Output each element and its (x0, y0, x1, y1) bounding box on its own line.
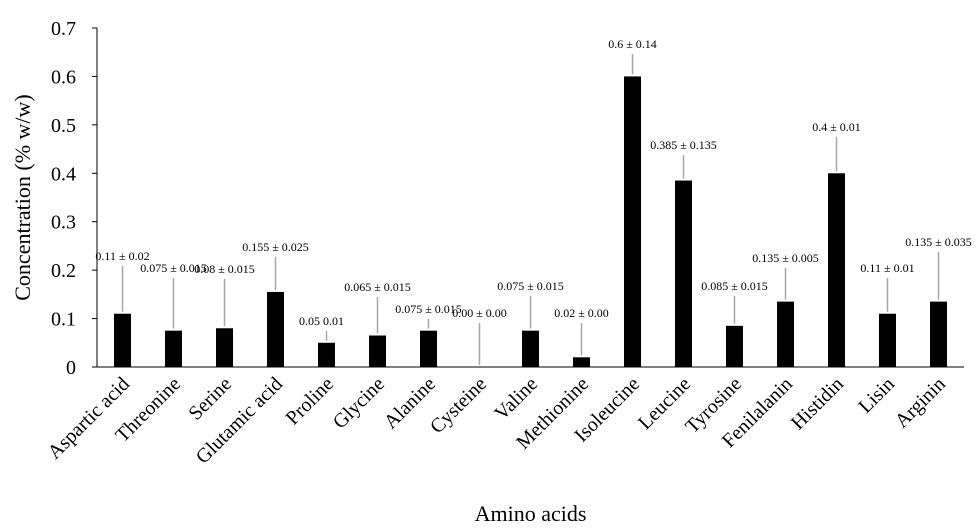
data-label: 0.075 ± 0.015 (140, 261, 207, 275)
data-label: 0.08 ± 0.015 (194, 262, 255, 276)
data-label: 0.135 ± 0.005 (752, 251, 819, 265)
data-label: 0.075 ± 0.015 (497, 279, 564, 293)
bar (420, 330, 437, 367)
category-label: Lisin (854, 373, 899, 418)
bar (879, 313, 896, 367)
data-label-leaders (121, 54, 940, 365)
data-label: 0.155 ± 0.025 (242, 240, 309, 254)
y-tick-label: 0.7 (51, 18, 76, 40)
category-label: Proline (282, 373, 338, 429)
bar (318, 342, 335, 367)
data-label: 0.05 0.01 (299, 314, 344, 328)
data-label: 0.135 ± 0.035 (905, 235, 972, 249)
data-label: 0.4 ± 0.01 (812, 120, 861, 134)
bar (930, 301, 947, 367)
bar (624, 76, 641, 367)
y-tick-label: 0.1 (51, 309, 76, 331)
data-label: 0.11 ± 0.01 (860, 261, 914, 275)
y-tick-label: 0.3 (51, 212, 76, 234)
data-label: 0.085 ± 0.015 (701, 279, 768, 293)
data-label: 0.02 ± 0.00 (554, 306, 609, 320)
bar (165, 330, 182, 367)
y-axis-ticks: 0 0.1 0.2 0.3 0.4 0.5 0.6 0.7 (51, 18, 97, 379)
bars (114, 76, 947, 367)
bar (369, 335, 386, 367)
bar (114, 313, 131, 367)
data-label: 0.6 ± 0.14 (608, 37, 657, 51)
y-tick-label: 0 (66, 357, 76, 379)
bar (216, 328, 233, 367)
y-tick-label: 0.2 (51, 260, 76, 282)
data-label: 0.11 ± 0.02 (95, 249, 149, 263)
data-label: 0.385 ± 0.135 (650, 138, 717, 152)
bar (522, 330, 539, 367)
category-label: Cysteine (426, 373, 491, 438)
bar (675, 180, 692, 367)
category-label: Aspartic acid (43, 373, 134, 464)
bar (573, 357, 590, 367)
category-label: Glycine (329, 373, 389, 433)
y-tick-label: 0.5 (51, 115, 76, 137)
y-tick-label: 0.4 (51, 163, 76, 185)
category-label: Arginin (891, 373, 950, 432)
y-tick-label: 0.6 (51, 66, 76, 88)
x-axis-title: Amino acids (475, 501, 587, 526)
category-label: Histidin (787, 373, 848, 434)
data-label: 0.065 ± 0.015 (344, 280, 411, 294)
data-label: 0.00 ± 0.00 (452, 306, 507, 320)
bar (267, 291, 284, 367)
bar (828, 173, 845, 367)
bar (777, 301, 794, 367)
data-label: 0.075 ± 0.015 (395, 302, 462, 316)
bar (726, 325, 743, 367)
y-axis-title: Concentration (% w/w) (10, 94, 35, 301)
